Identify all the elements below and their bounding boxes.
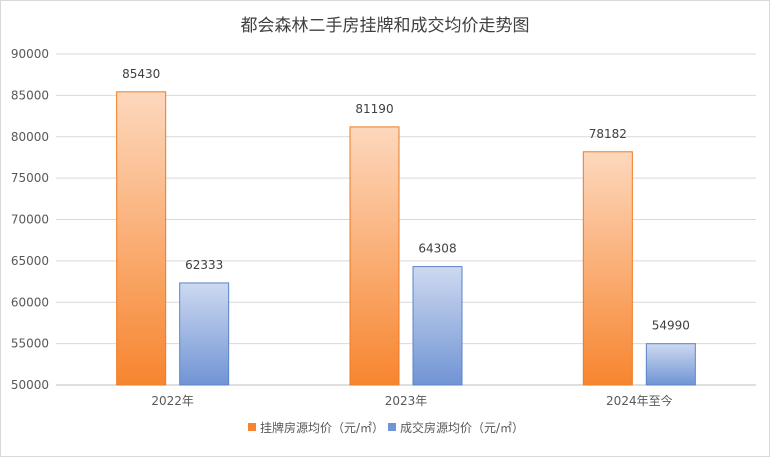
bars	[116, 91, 696, 386]
bar	[116, 91, 167, 386]
legend-label: 成交房源均价（元/㎡）	[400, 420, 524, 435]
y-tick-label: 85000	[11, 88, 49, 102]
x-tick-label: 2022年	[151, 394, 194, 408]
x-tick-label: 2023年	[385, 394, 428, 408]
data-label: 62333	[185, 258, 223, 272]
chart-title: 都会森林二手房挂牌和成交均价走势图	[241, 16, 530, 36]
y-axis: 50000 55000 60000 65000 70000 75000 80000 85000…	[11, 47, 49, 392]
data-labels: 85430 62333 81190 64308 78182 54990	[122, 67, 690, 333]
data-label: 85430	[122, 67, 160, 81]
y-tick-label: 55000	[11, 337, 49, 351]
y-tick-label: 70000	[11, 213, 49, 227]
bar	[412, 266, 463, 386]
y-tick-label: 80000	[11, 130, 49, 144]
x-axis: 2022年 2023年 2024年至今	[151, 393, 672, 408]
data-label: 64308	[418, 242, 456, 256]
bar	[645, 343, 696, 386]
data-label: 78182	[589, 127, 627, 141]
legend: 挂牌房源均价（元/㎡） 成交房源均价（元/㎡）	[248, 420, 524, 435]
data-label: 54990	[652, 319, 690, 333]
bar	[582, 151, 633, 386]
y-tick-label: 60000	[11, 295, 49, 309]
y-tick-label: 65000	[11, 254, 49, 268]
legend-swatch	[248, 423, 256, 431]
bar	[349, 126, 400, 386]
y-tick-label: 90000	[11, 47, 49, 61]
gridlines	[56, 53, 756, 386]
y-tick-label: 50000	[11, 378, 49, 392]
data-label: 81190	[355, 102, 393, 116]
legend-swatch	[388, 423, 396, 431]
legend-label: 挂牌房源均价（元/㎡）	[260, 420, 384, 435]
x-tick-label: 2024年至今	[606, 393, 673, 408]
y-tick-label: 75000	[11, 171, 49, 185]
bar	[179, 282, 230, 386]
